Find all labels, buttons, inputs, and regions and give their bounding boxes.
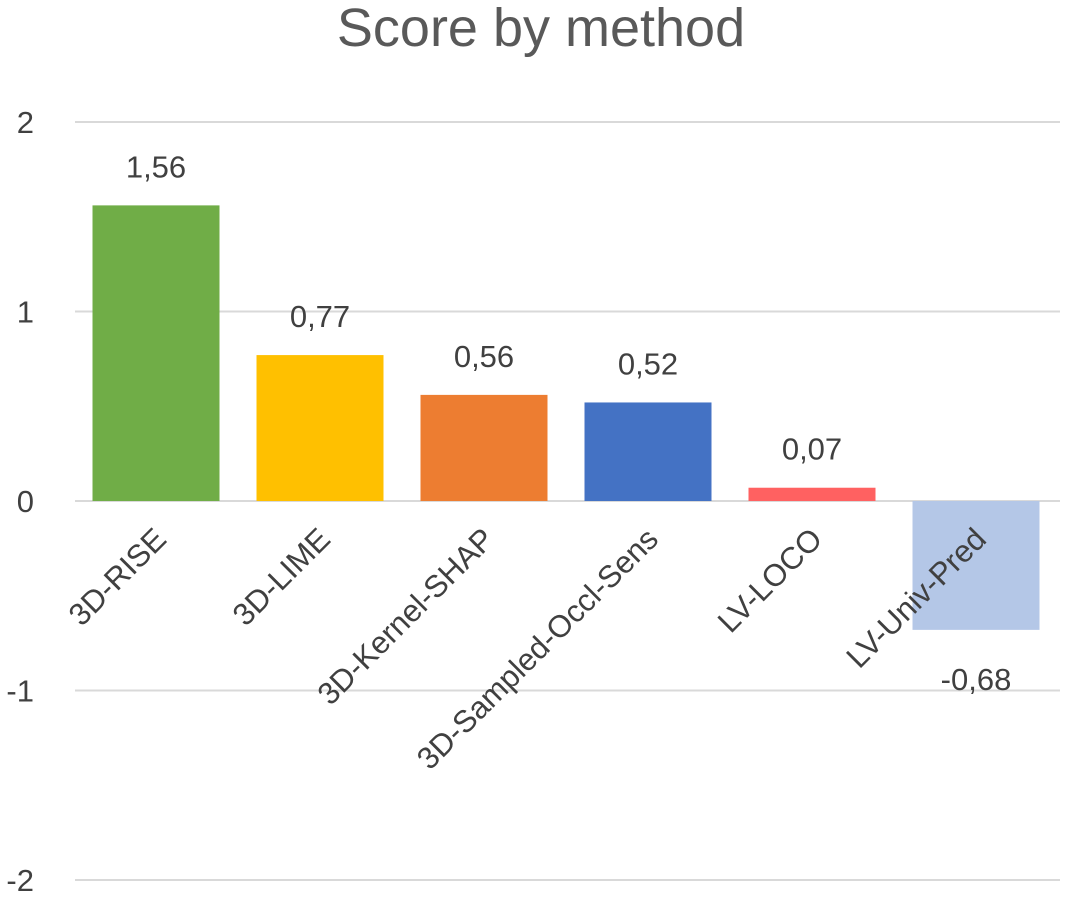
category-label: 3D-RISE — [62, 521, 173, 632]
y-tick-label: 2 — [17, 105, 34, 140]
y-tick-label: -1 — [6, 674, 34, 709]
y-tick-label: 1 — [17, 295, 34, 330]
y-tick-label: -2 — [6, 863, 34, 898]
category-label: 3D-LIME — [226, 521, 337, 632]
data-label: 1,56 — [126, 149, 186, 184]
bar — [584, 402, 712, 501]
data-labels: 1,56 0,77 0,56 0,52 0,07 -0,68 — [126, 149, 1012, 696]
data-label: 0,56 — [454, 339, 514, 374]
chart-title: Score by method — [337, 0, 745, 58]
category-label: LV-LOCO — [711, 521, 829, 639]
bar — [912, 501, 1040, 630]
bars — [92, 205, 1040, 630]
data-label: 0,52 — [618, 346, 678, 381]
bar — [748, 487, 876, 501]
bar — [420, 394, 548, 501]
data-label: -0,68 — [941, 662, 1012, 697]
category-labels: 3D-RISE 3D-LIME3D-Kernel-SHAP3D-Sampled-O… — [62, 521, 993, 776]
bar — [256, 355, 384, 501]
gridlines — [75, 121, 1060, 881]
y-axis-ticks: 2 1 0 -1 -2 — [6, 105, 34, 898]
category-label: 3D-Kernel-SHAP — [311, 521, 501, 711]
bar — [92, 205, 220, 501]
data-label: 0,77 — [290, 299, 350, 334]
y-tick-label: 0 — [17, 484, 34, 519]
data-label: 0,07 — [782, 432, 842, 467]
